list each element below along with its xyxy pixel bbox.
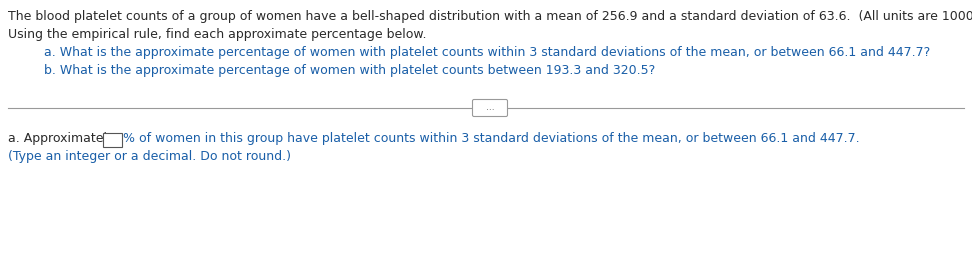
FancyBboxPatch shape xyxy=(472,99,507,117)
Text: ...: ... xyxy=(486,103,495,112)
Text: % of women in this group have platelet counts within 3 standard deviations of th: % of women in this group have platelet c… xyxy=(123,132,859,145)
Text: a. Approximately: a. Approximately xyxy=(8,132,119,145)
Text: a. What is the approximate percentage of women with platelet counts within 3 sta: a. What is the approximate percentage of… xyxy=(44,46,930,59)
Text: b. What is the approximate percentage of women with platelet counts between 193.: b. What is the approximate percentage of… xyxy=(44,64,655,77)
FancyBboxPatch shape xyxy=(102,132,122,147)
Text: The blood platelet counts of a group of women have a bell-shaped distribution wi: The blood platelet counts of a group of … xyxy=(8,10,972,23)
Text: Using the empirical rule, find each approximate percentage below.: Using the empirical rule, find each appr… xyxy=(8,28,427,41)
Text: (Type an integer or a decimal. Do not round.): (Type an integer or a decimal. Do not ro… xyxy=(8,150,291,163)
